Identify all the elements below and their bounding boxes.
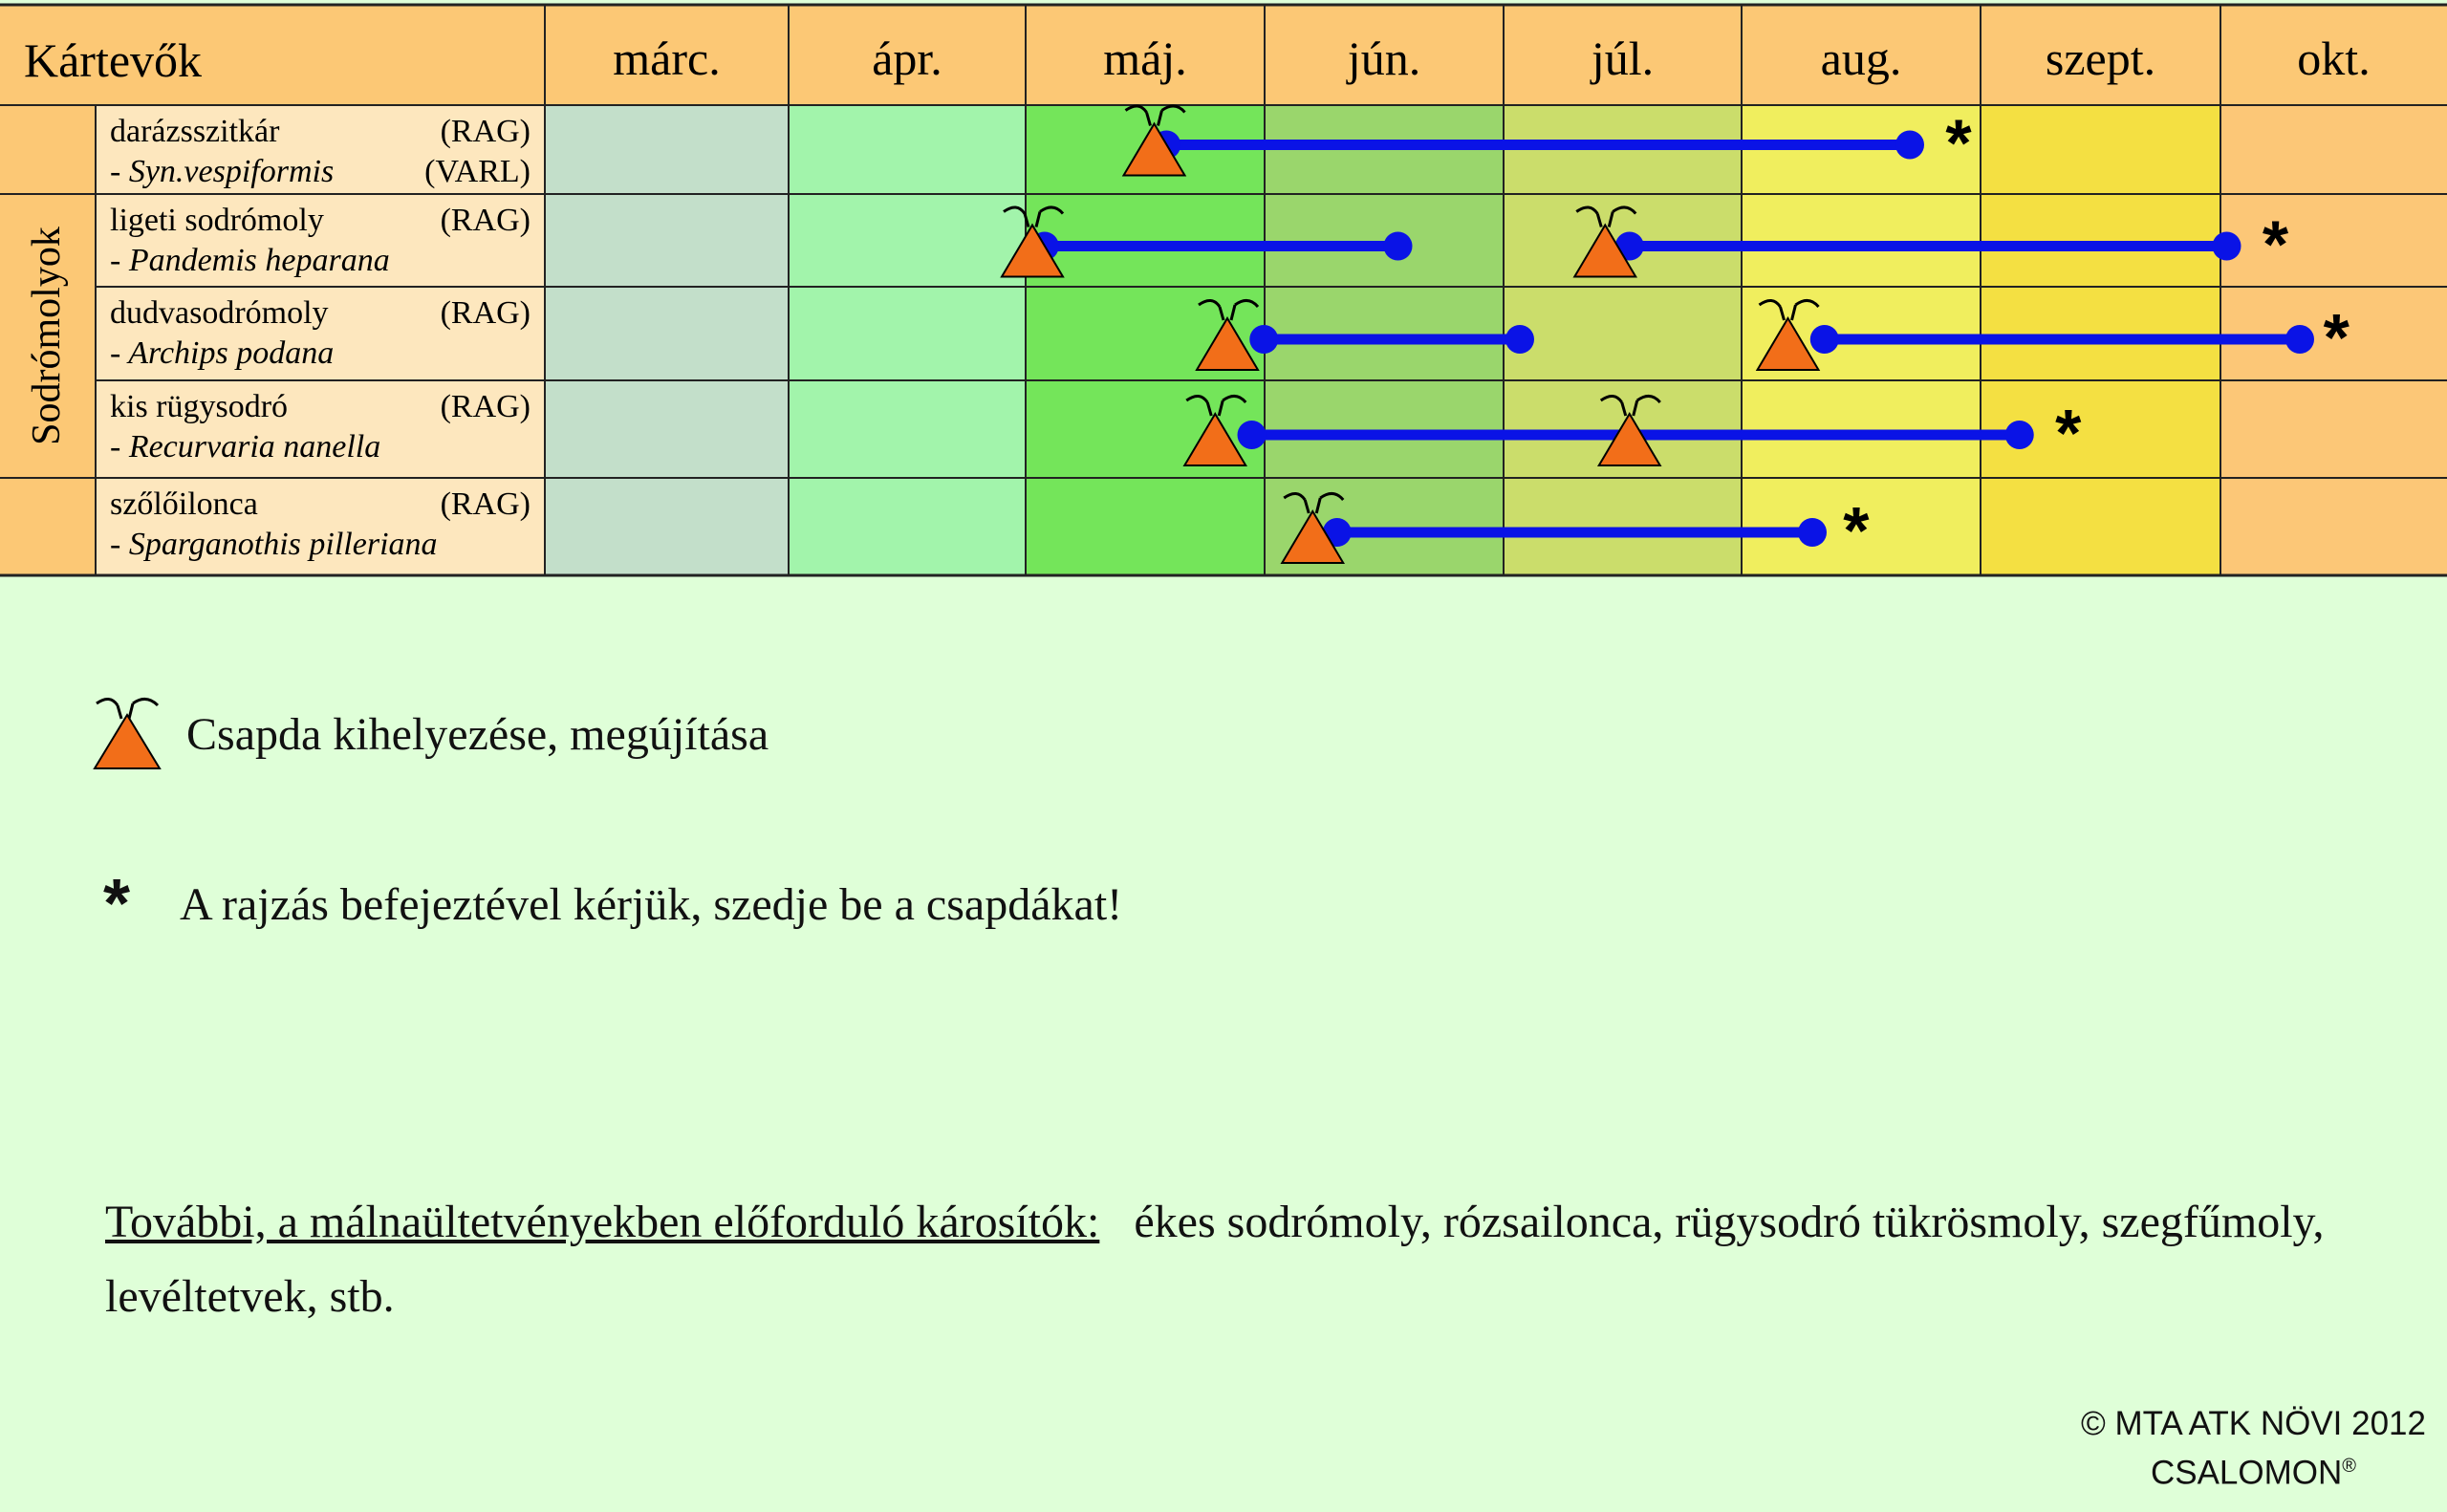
collect-star: *: [2324, 300, 2350, 375]
pest-name: dudvasodrómoly: [110, 295, 329, 331]
pest-name: ligeti sodrómoly: [110, 203, 324, 238]
legend-trap-text: Csapda kihelyezése, megújítása: [186, 708, 769, 760]
flight-end-dot: [1383, 231, 1413, 261]
month-label: ápr.: [872, 32, 942, 85]
group-column: [0, 105, 96, 575]
pest-latin-name: - Sparganothis pilleriana: [110, 527, 438, 562]
flight-end-dot: [2004, 421, 2034, 449]
month-column-5: [1504, 105, 1742, 575]
lure-code: (RAG): [441, 114, 531, 149]
trap-marker: [1121, 104, 1187, 177]
further-heading: További, a málnaültetvényekben előfordul…: [105, 1197, 1100, 1247]
flight-start-dot: [1237, 421, 1267, 449]
header-band: [0, 5, 2447, 105]
pest-latin-name: - Syn.vespiformis: [110, 154, 334, 189]
star-icon: *: [103, 866, 131, 942]
copyright: © MTA ATK NÖVI 2012 CSALOMON®: [2081, 1403, 2426, 1495]
pest-name: szőlőilonca: [110, 486, 258, 522]
flight-end-dot: [1798, 518, 1827, 547]
legend-star: * A rajzás befejeztével kérjük, szedje b…: [103, 865, 1122, 943]
month-label: jún.: [1346, 32, 1420, 85]
lure-code: (RAG): [441, 295, 531, 331]
trap-marker: [1000, 205, 1065, 278]
lure-code: (RAG): [441, 389, 531, 424]
month-column-1: [545, 105, 789, 575]
flight-end-dot: [2212, 231, 2241, 261]
collect-star: *: [2263, 207, 2289, 282]
pest-name: kis rügysodró: [110, 389, 288, 424]
month-label: szept.: [2046, 32, 2155, 85]
pest-name-column: [96, 105, 545, 575]
flight-end-dot: [1895, 130, 1924, 160]
pest-latin-name: - Archips podana: [110, 335, 334, 371]
flight-end-dot: [1505, 325, 1534, 354]
pest-name: darázsszitkár: [110, 114, 280, 149]
flight-start-dot: [1809, 325, 1839, 354]
header-corner: Kártevők: [24, 33, 202, 87]
trap-marker: [1182, 395, 1248, 466]
copyright-brand: CSALOMON: [2150, 1455, 2343, 1492]
month-label: aug.: [1821, 32, 1902, 85]
trap-marker: [1755, 299, 1821, 371]
lure-code: (RAG): [441, 203, 531, 238]
copyright-line2: CSALOMON®: [2081, 1445, 2426, 1495]
collect-star: *: [1945, 106, 1972, 181]
pest-latin-name: - Recurvaria nanella: [110, 429, 380, 464]
month-label: máj.: [1103, 32, 1186, 85]
flight-end-dot: [2285, 325, 2314, 354]
collect-star: *: [1843, 493, 1870, 568]
registered-mark: ®: [2342, 1456, 2357, 1478]
month-label: okt.: [2297, 32, 2370, 85]
legend-trap: Csapda kihelyezése, megújítása: [91, 696, 769, 772]
copyright-line1: © MTA ATK NÖVI 2012: [2080, 1405, 2426, 1443]
month-label: júl.: [1590, 32, 1654, 85]
legend-star-text: A rajzás befejeztével kérjük, szedje be …: [180, 878, 1123, 930]
month-column-2: [789, 105, 1026, 575]
trap-marker: [1596, 395, 1662, 466]
group-label: Sodrómolyok: [25, 227, 69, 445]
lure-code: (RAG): [441, 486, 531, 522]
collect-star: *: [2055, 396, 2082, 470]
pest-latin-name: - Pandemis heparana: [110, 243, 390, 278]
trap-marker: [1195, 299, 1260, 371]
further-pests: További, a málnaültetvényekben előfordul…: [105, 1185, 2399, 1334]
trap-marker: [1572, 205, 1638, 278]
month-label: márc.: [613, 32, 720, 85]
further-text: ékes sodrómoly, rózsailonca, rügysodró t…: [105, 1197, 2325, 1322]
lure-code-2: (VARL): [424, 154, 531, 189]
trap-marker: [1280, 492, 1346, 564]
pest-calendar-chart: Kártevők márc. ápr. máj. jún. júl. aug. szept. o…: [0, 3, 2447, 577]
flight-start-dot: [1249, 325, 1279, 354]
trap-icon: [93, 698, 162, 769]
